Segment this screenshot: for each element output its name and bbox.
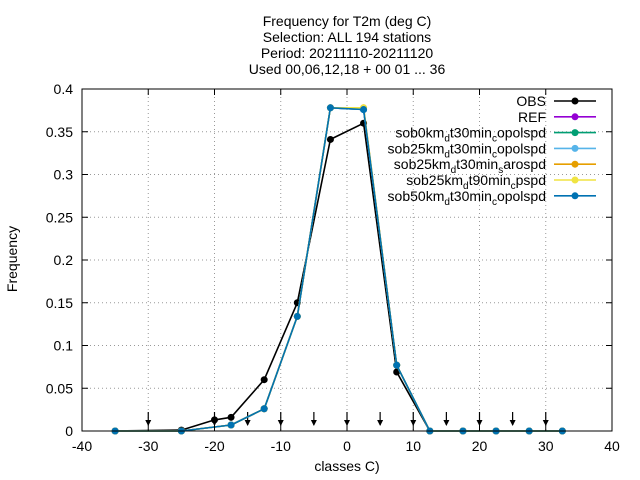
x-tick-label-2: -20: [204, 438, 224, 454]
legend-label-5: sob25kmdt90mincpspd: [406, 172, 546, 192]
series-6-point-7: [393, 361, 401, 369]
y-tick-label-5: 0.25: [46, 209, 73, 225]
x-tick-label-6: 20: [472, 438, 488, 454]
grid: [82, 89, 612, 431]
legend-marker-0: [571, 97, 579, 105]
x-axis: -40 -30 -20 -10 0 10 20 30 40: [72, 89, 620, 454]
series-0-point-4: [260, 376, 268, 384]
class-arrow-7: [410, 412, 417, 426]
legend-entry-3: sob25kmdt30mincopolspd: [388, 140, 596, 160]
y-axis-label: Frequency: [4, 226, 20, 292]
legend-entry-1: REF: [518, 109, 596, 125]
y-tick-label-1: 0.05: [46, 380, 73, 396]
class-arrow-6: [377, 412, 384, 426]
y-tick-label-3: 0.15: [46, 295, 73, 311]
class-arrow-8: [443, 412, 450, 426]
x-tick-label-5: 10: [405, 438, 421, 454]
x-tick-label-7: 30: [538, 438, 554, 454]
series-6-point-4: [293, 312, 301, 320]
y-axis: 0 0.05 0.1 0.15 0.2 0.25 0.3 0.35 0.4: [46, 81, 612, 439]
x-tick-label-4: 0: [343, 438, 351, 454]
legend-marker-1: [571, 113, 579, 121]
chart-title: Frequency for T2m (deg C) Selection: ALL…: [249, 13, 446, 77]
legend-entry-5: sob25kmdt90mincpspd: [406, 172, 596, 192]
y-tick-label-8: 0.4: [54, 81, 74, 97]
legend: OBSREFsob0kmdt30mincopolspdsob25kmdt30mi…: [388, 93, 596, 208]
title-line-4: Used 00,06,12,18 + 00 01 ... 36: [249, 61, 446, 77]
class-arrow-9: [476, 412, 483, 426]
class-arrow-11: [542, 412, 549, 426]
legend-marker-6: [571, 192, 579, 200]
legend-entry-2: sob0kmdt30mincopolspd: [395, 125, 596, 145]
x-tick-label-0: -40: [72, 438, 92, 454]
legend-label-6: sob50kmdt30mincopolspd: [388, 188, 546, 208]
legend-marker-2: [571, 129, 579, 137]
class-arrow-0: [145, 412, 152, 426]
legend-entry-4: sob25kmdt30minsarospd: [394, 156, 596, 176]
class-arrow-3: [277, 412, 284, 426]
x-tick-label-8: 40: [604, 438, 620, 454]
class-arrow-2: [244, 412, 251, 426]
legend-marker-3: [571, 144, 579, 152]
legend-entry-0: OBS: [516, 93, 596, 109]
legend-label-4: sob25kmdt30minsarospd: [394, 156, 546, 176]
y-tick-label-6: 0.3: [54, 167, 74, 183]
series-6-point-2: [227, 421, 235, 429]
y-tick-label-2: 0.1: [54, 338, 74, 354]
y-tick-label-0: 0: [65, 423, 73, 439]
legend-label-1: REF: [518, 109, 546, 125]
class-arrow-10: [509, 412, 516, 426]
title-line-1: Frequency for T2m (deg C): [263, 13, 432, 29]
y-tick-label-7: 0.35: [46, 124, 73, 140]
x-axis-label: classes C): [314, 458, 379, 474]
x-tick-label-1: -30: [138, 438, 158, 454]
series-0-point-6: [326, 135, 334, 143]
title-line-3: Period: 20211110-20211120: [261, 45, 434, 61]
y-tick-label-4: 0.2: [54, 252, 74, 268]
class-arrow-5: [344, 412, 350, 426]
series-0-point-2: [211, 416, 218, 424]
title-line-2: Selection: ALL 194 stations: [263, 29, 431, 45]
legend-label-3: sob25kmdt30mincopolspd: [388, 140, 546, 160]
series-6-point-6: [360, 106, 368, 114]
legend-marker-4: [571, 160, 579, 168]
class-arrows: [145, 412, 549, 426]
series-0-point-3: [227, 413, 235, 421]
legend-entry-6: sob50kmdt30mincopolspd: [388, 188, 596, 208]
legend-label-0: OBS: [516, 93, 546, 109]
series-6-point-5: [326, 104, 334, 112]
class-arrow-4: [310, 412, 317, 426]
legend-marker-5: [571, 176, 579, 184]
x-tick-label-3: -10: [271, 438, 291, 454]
series-6-point-3: [260, 405, 268, 413]
legend-label-2: sob0kmdt30mincopolspd: [395, 125, 546, 145]
